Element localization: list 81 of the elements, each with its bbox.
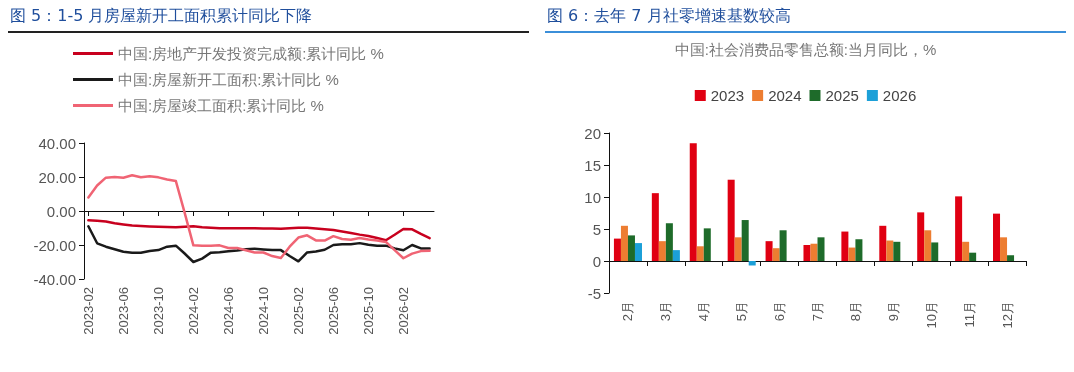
legend-label: 中国:房屋新开工面积:累计同比 %: [118, 71, 339, 88]
y-tick-label: -20.00: [33, 236, 76, 254]
bar: [741, 220, 749, 261]
bar: [803, 245, 811, 261]
bar: [962, 241, 970, 261]
bar: [689, 143, 697, 261]
x-tick-label: 2026-02: [395, 287, 411, 335]
bar: [1000, 237, 1008, 261]
bar: [748, 261, 756, 266]
y-tick-label: 20: [584, 124, 601, 142]
y-tick-label: 0.00: [46, 202, 76, 220]
x-tick-label: 3月: [658, 301, 674, 322]
x-tick-label: 11月: [961, 301, 977, 328]
bar: [817, 237, 825, 261]
legend-label: 2025: [825, 87, 859, 104]
bar: [634, 243, 642, 261]
bar: [658, 241, 666, 261]
chart-subtitle: 中国:社会消费品零售总额:当月同比，%: [674, 41, 937, 58]
line-series: [87, 174, 431, 260]
chart-title: 图 5：1-5 月房屋新开工面积累计同比下降: [8, 0, 529, 33]
y-tick-label: -5: [587, 284, 601, 302]
bar: [886, 240, 894, 261]
y-tick-label: 40.00: [38, 134, 76, 152]
x-tick-label: 2023-10: [150, 287, 166, 335]
bar: [917, 212, 925, 261]
bar: [893, 241, 901, 261]
bar: [810, 243, 818, 261]
x-tick-label: 6月: [772, 301, 788, 322]
y-tick-label: 0: [592, 252, 601, 270]
bar: [879, 225, 887, 261]
x-tick-label: 10月: [923, 301, 939, 329]
x-tick-label: 9月: [885, 301, 901, 322]
y-tick-label: 15: [584, 156, 601, 174]
legend-label: 中国:房屋竣工面积:累计同比 %: [118, 97, 324, 114]
x-tick-label: 5月: [734, 301, 750, 322]
x-tick-label: 2月: [620, 301, 636, 322]
bar: [651, 193, 659, 261]
bar: [734, 237, 742, 261]
x-tick-label: 12月: [999, 301, 1015, 329]
bar: [841, 231, 849, 261]
x-tick-label: 2024-02: [185, 287, 201, 335]
x-tick-label: 2024-10: [255, 287, 271, 335]
y-tick-label: 5: [592, 220, 601, 238]
bar: [703, 228, 711, 261]
x-tick-label: 4月: [696, 301, 712, 322]
bar: [620, 225, 628, 261]
legend-label: 2026: [882, 87, 917, 104]
x-tick-label: 8月: [847, 301, 863, 322]
bar: [696, 246, 704, 261]
bar: [727, 179, 735, 261]
bar: [672, 250, 680, 261]
x-tick-label: 2025-10: [360, 287, 376, 335]
y-tick-label: 20.00: [38, 168, 76, 186]
bar: [779, 230, 787, 261]
line-series: [87, 225, 431, 264]
y-tick-label: -40.00: [33, 270, 76, 288]
legend-label: 2023: [710, 87, 745, 104]
line-series: [87, 219, 431, 242]
bar: [969, 252, 977, 261]
legend-label: 2024: [768, 87, 802, 104]
bar: [848, 247, 856, 261]
x-tick-label: 2025-02: [290, 287, 306, 335]
x-tick-label: 2023-06: [115, 287, 131, 335]
x-tick-label: 2023-02: [80, 287, 96, 335]
x-tick-label: 7月: [810, 301, 825, 322]
bar: [627, 235, 635, 261]
bar: [613, 238, 621, 261]
legend-label: 中国:房地产开发投资完成额:累计同比 %: [118, 45, 384, 62]
bar: [665, 223, 673, 261]
x-tick-label: 2025-06: [325, 287, 341, 335]
bar: [993, 213, 1001, 261]
chart-title: 图 6：去年 7 月社零增速基数较高: [545, 0, 1066, 33]
bar: [924, 230, 932, 261]
bar: [855, 239, 863, 261]
bar: [765, 241, 773, 261]
bar: [955, 196, 963, 261]
y-tick-label: 10: [584, 188, 601, 206]
bar: [1007, 255, 1015, 261]
bar: [772, 248, 780, 261]
x-tick-label: 2024-06: [220, 287, 236, 335]
bar: [931, 242, 939, 261]
